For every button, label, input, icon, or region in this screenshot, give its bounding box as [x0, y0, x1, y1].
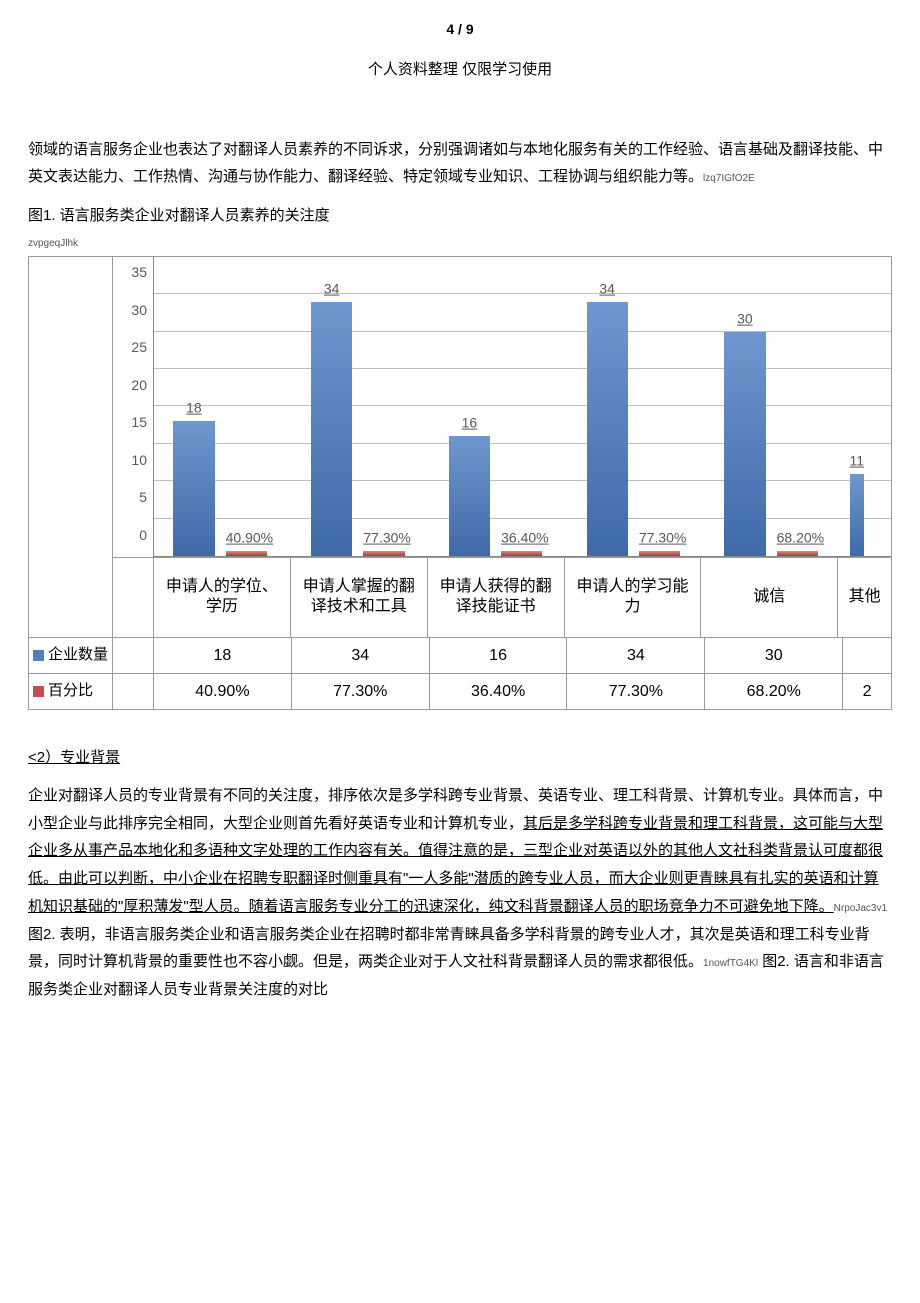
bar-pct: 77.30%	[639, 551, 680, 556]
legend-series-1: 企业数量	[29, 637, 112, 673]
chart-legend-column: 企业数量 百分比	[29, 257, 113, 709]
pct-cell: 2	[842, 674, 891, 709]
count-cell: 18	[153, 638, 291, 673]
category-cell: 其他	[837, 558, 891, 637]
section-2-heading: <2）专业背景	[28, 746, 892, 770]
y-tick: 20	[131, 373, 147, 395]
bar-count-label: 30	[724, 307, 765, 329]
count-cell: 34	[291, 638, 429, 673]
pct-cell: 77.30%	[566, 674, 704, 709]
legend-label-2: 百分比	[48, 679, 93, 703]
bar-count: 11	[850, 474, 864, 556]
category-cell: 申请人的学习能力	[564, 558, 701, 637]
figure1-caption: 图1. 语言服务类企业对翻译人员素养的关注度	[28, 204, 892, 228]
bar-pct-label: 77.30%	[639, 526, 680, 548]
count-cell: 16	[429, 638, 567, 673]
para2-code: NrpoJac3v1	[834, 903, 887, 914]
category-cell: 申请人的学位、学历	[153, 558, 290, 637]
doc-header: 个人资料整理 仅限学习使用	[28, 58, 892, 82]
legend-series-2: 百分比	[29, 673, 112, 709]
bar-count-label: 16	[449, 412, 490, 434]
y-tick: 0	[139, 523, 147, 545]
paragraph-3: 图2. 表明，非语言服务类企业和语言服务类企业在招聘时都非常青睐具备多学科背景的…	[28, 921, 892, 1004]
bar-pct: 77.30%	[363, 551, 404, 556]
pct-cell: 36.40%	[429, 674, 567, 709]
y-tick: 30	[131, 298, 147, 320]
bar-count-label: 18	[173, 397, 214, 419]
bar-count: 18	[173, 421, 214, 556]
pct-cell: 77.30%	[291, 674, 429, 709]
bar-count: 16	[449, 436, 490, 556]
count-cell: 30	[704, 638, 842, 673]
paragraph-1: 领域的语言服务企业也表达了对翻译人员素养的不同诉求，分别强调诸如与本地化服务有关…	[28, 137, 892, 190]
chart-plot-column: 0510152025303540 1840.90%3477.30%1636.40…	[113, 257, 891, 709]
chart-figure-1: 企业数量 百分比 0510152025303540 1840.90%3477.3…	[28, 256, 892, 710]
legend-swatch-2	[33, 686, 44, 697]
plot-area: 18 40.90% 34 77.30% 16 36.40% 34 77.30% 30 68.20%…	[153, 257, 891, 557]
pct-cell: 68.20%	[704, 674, 842, 709]
bar-count: 30	[724, 332, 765, 556]
bar-count-label: 11	[850, 449, 864, 471]
para1-code: lzq7IGfO2E	[703, 173, 755, 184]
pct-row: 40.90%77.30%36.40%77.30%68.20%2	[113, 673, 891, 709]
bar-pct: 40.90%	[226, 551, 267, 556]
count-row: 1834163430	[113, 637, 891, 673]
y-tick: 25	[131, 336, 147, 358]
y-tick: 5	[139, 486, 147, 508]
category-row: 申请人的学位、学历申请人掌握的翻译技术和工具申请人获得的翻译技能证书申请人的学习…	[113, 557, 891, 637]
category-cell: 申请人获得的翻译技能证书	[427, 558, 564, 637]
bar-count-label: 34	[587, 277, 628, 299]
legend-label-1: 企业数量	[48, 643, 108, 667]
bar-pct-label: 40.90%	[226, 526, 267, 548]
y-tick: 35	[131, 261, 147, 283]
count-cell: 34	[566, 638, 704, 673]
y-tick: 10	[131, 448, 147, 470]
bar-pct: 68.20%	[777, 551, 818, 556]
count-cell	[842, 638, 891, 673]
bar-pct-label: 77.30%	[363, 526, 404, 548]
bar-count: 34	[311, 302, 352, 556]
bar-pct: 36.40%	[501, 551, 542, 556]
category-cell: 诚信	[700, 558, 837, 637]
bar-count: 34	[587, 302, 628, 556]
bar-count-label: 34	[311, 277, 352, 299]
category-cell: 申请人掌握的翻译技术和工具	[290, 558, 427, 637]
legend-swatch-1	[33, 650, 44, 661]
bar-pct-label: 68.20%	[777, 526, 818, 548]
y-tick: 15	[131, 411, 147, 433]
page-number: 4 / 9	[28, 18, 892, 40]
watermark-code: zvpgeqJlhk	[28, 236, 892, 252]
paragraph-2: 企业对翻译人员的专业背景有不同的关注度，排序依次是多学科跨专业背景、英语专业、理…	[28, 782, 892, 921]
bar-pct-label: 36.40%	[501, 526, 542, 548]
para3-code: 1nowfTG4Kl	[703, 958, 758, 969]
pct-cell: 40.90%	[153, 674, 291, 709]
y-axis: 0510152025303540	[113, 257, 153, 557]
